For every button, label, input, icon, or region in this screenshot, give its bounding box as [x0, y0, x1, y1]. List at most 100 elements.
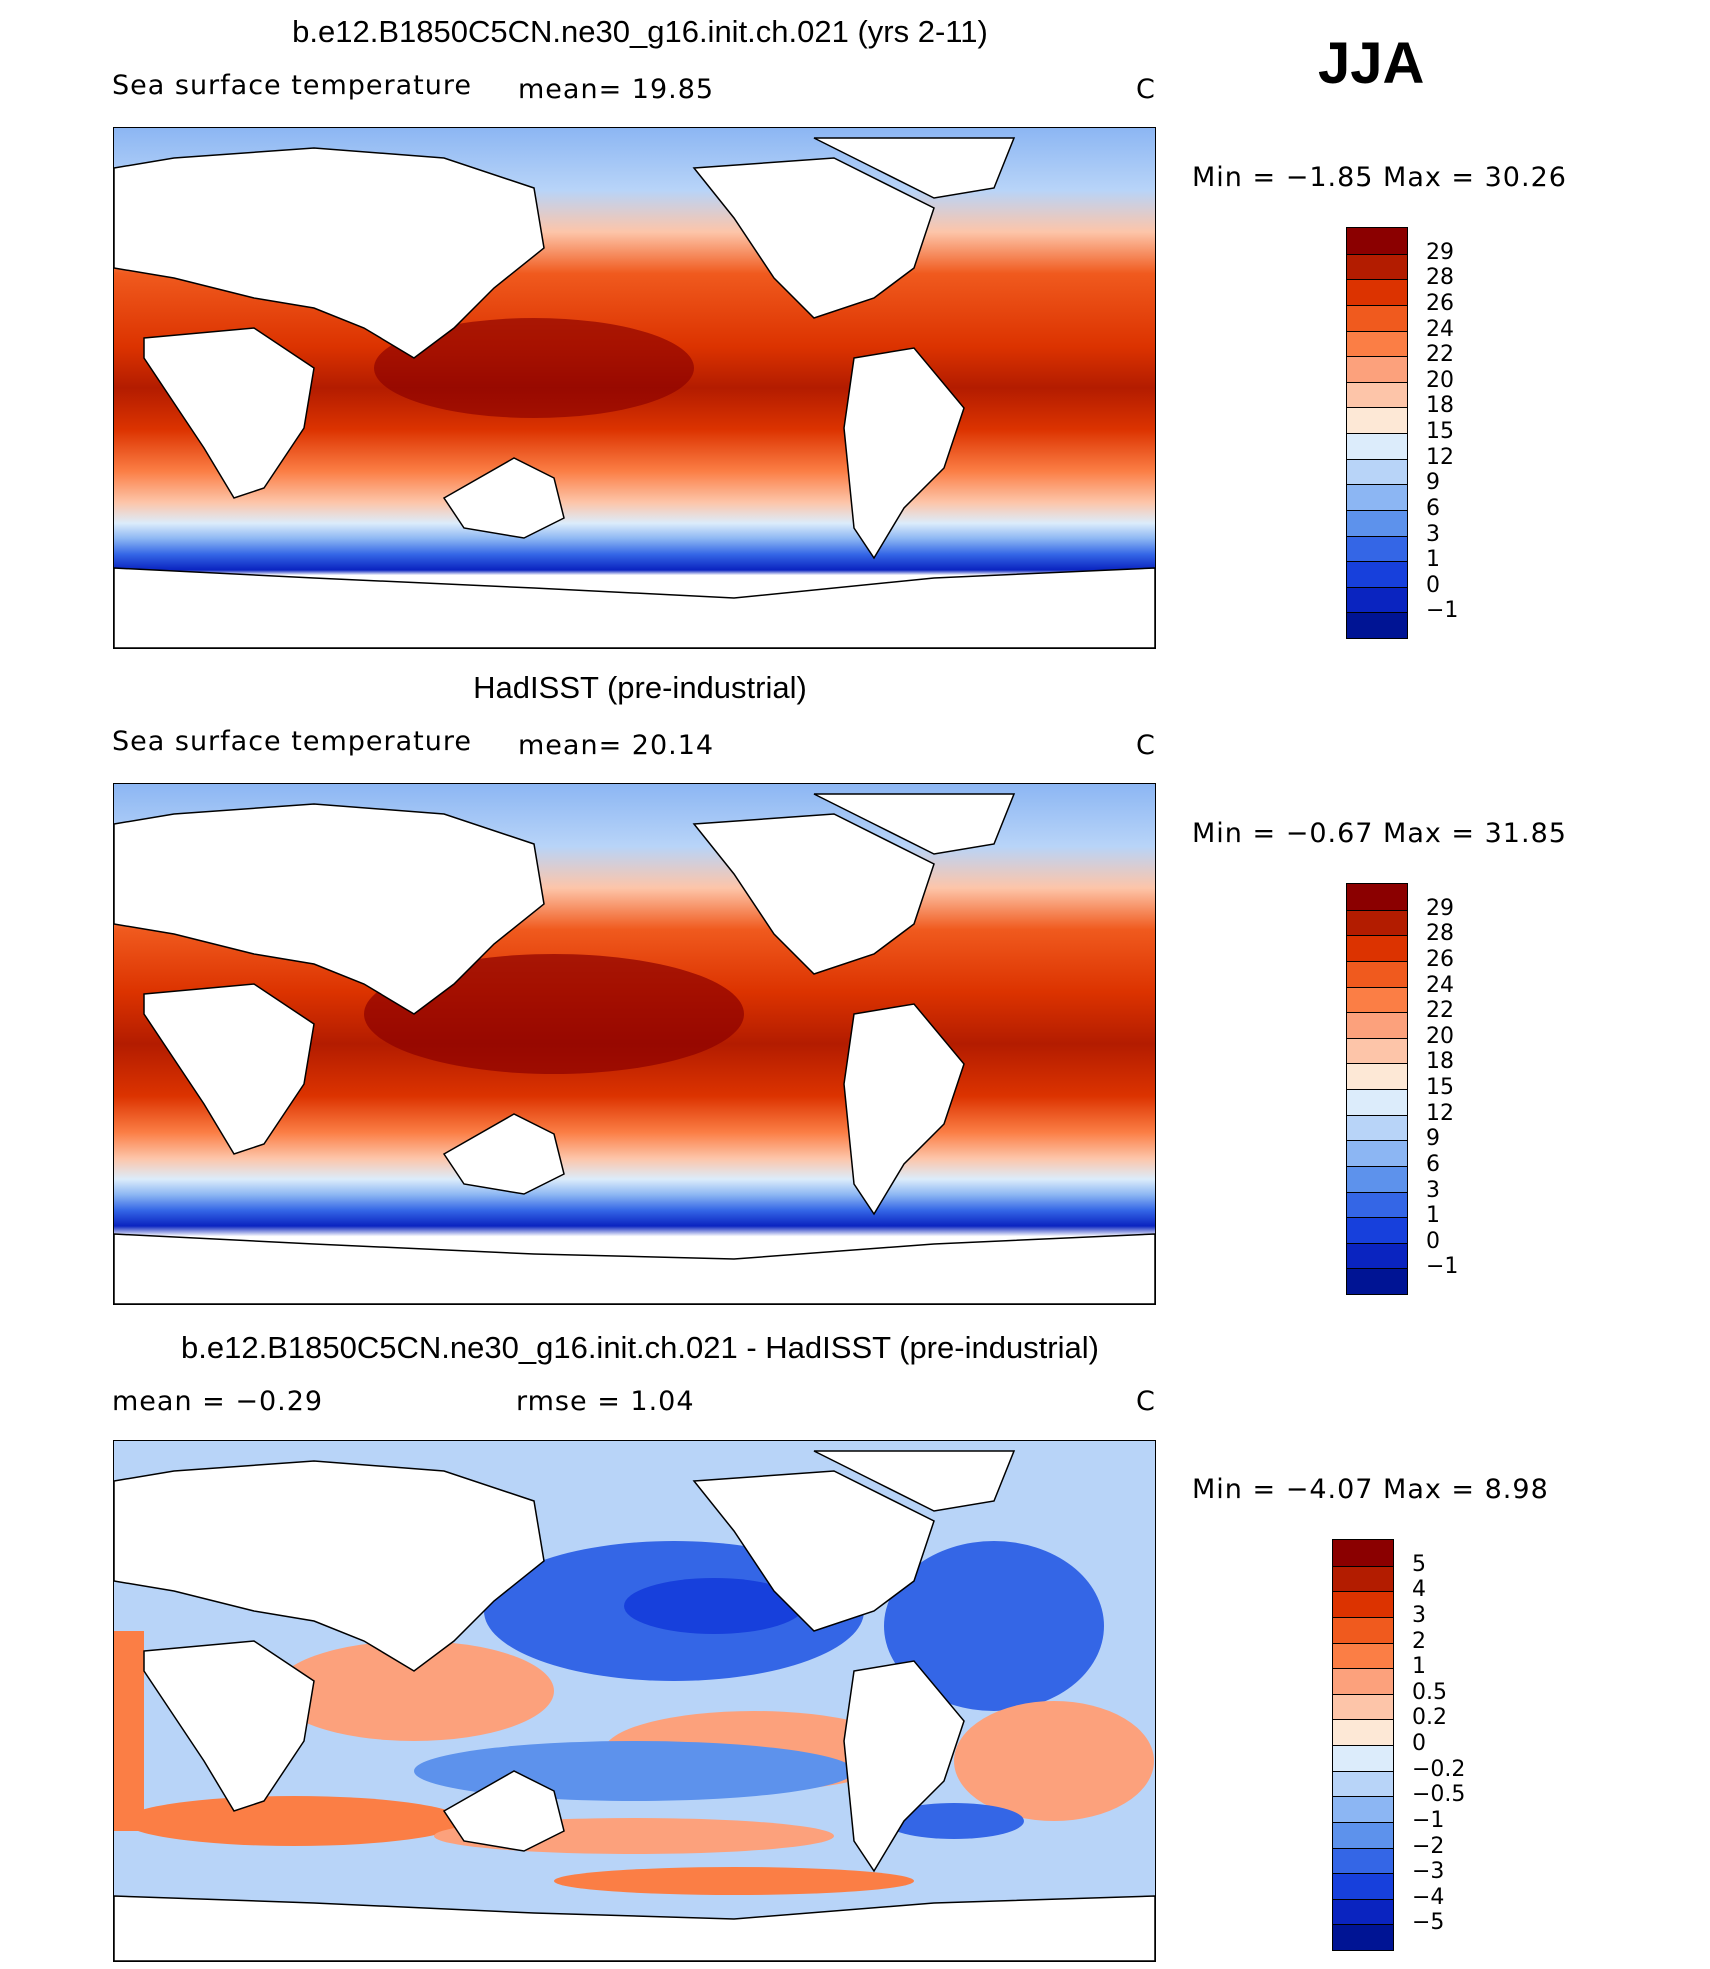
panel-2-mean-label: mean= 20.14 — [518, 730, 715, 761]
colorbar-segment — [1333, 1873, 1393, 1899]
panel-3-mean-label: mean = −0.29 — [112, 1386, 324, 1417]
panel-3-title: b.e12.B1850C5CN.ne30_g16.init.ch.021 - H… — [181, 1330, 1099, 1365]
colorbar-segment — [1333, 1898, 1393, 1925]
colorbar-tick-label: 22 — [1426, 342, 1454, 368]
colorbar-segment — [1333, 1745, 1393, 1771]
colorbar-segment — [1333, 1796, 1393, 1822]
colorbar-segment — [1347, 484, 1407, 510]
colorbar-tick-label: 20 — [1426, 367, 1454, 393]
panel-3-map — [113, 1440, 1156, 1962]
colorbar-tick-label: 29 — [1426, 239, 1454, 265]
colorbar-segment — [1347, 228, 1407, 254]
colorbar-segment — [1347, 1242, 1407, 1269]
colorbar-segment — [1333, 1719, 1393, 1745]
colorbar-tick-label: 28 — [1426, 921, 1454, 947]
colorbar-tick-label: 5 — [1412, 1551, 1426, 1577]
colorbar-tick-label: 0 — [1426, 1228, 1440, 1254]
colorbar-segment — [1333, 1821, 1393, 1848]
colorbar-segment — [1347, 433, 1407, 459]
colorbar-segment — [1333, 1770, 1393, 1797]
colorbar-segment — [1347, 1114, 1407, 1141]
colorbar-segment — [1333, 1668, 1393, 1694]
colorbar-segment — [1333, 1565, 1393, 1592]
colorbar-segment — [1333, 1693, 1393, 1720]
colorbar-segment — [1347, 1037, 1407, 1064]
colorbar-tick-label: 1 — [1426, 547, 1440, 573]
colorbar-tick-label: 20 — [1426, 1023, 1454, 1049]
colorbar-tick-label: 24 — [1426, 972, 1454, 998]
colorbar-segment — [1347, 1191, 1407, 1218]
colorbar-segment — [1347, 1089, 1407, 1115]
colorbar-segment — [1347, 509, 1407, 536]
colorbar-tick-label: 15 — [1426, 419, 1454, 444]
colorbar-segment — [1347, 586, 1407, 613]
colorbar-segment — [1347, 1217, 1407, 1243]
panel-3-difference-field — [114, 1441, 1155, 1961]
colorbar-tick-label: 0 — [1412, 1731, 1426, 1756]
colorbar-tick-label: 0 — [1426, 572, 1440, 598]
colorbar-tick-label: 26 — [1426, 290, 1454, 316]
panel-3-units: C — [1136, 1386, 1156, 1417]
colorbar-tick-label: 1 — [1412, 1654, 1426, 1680]
colorbar-segment — [1347, 407, 1407, 433]
colorbar-tick-label: 1 — [1426, 1203, 1440, 1229]
colorbar-tick-label: 12 — [1426, 444, 1454, 470]
panel-1-map — [113, 127, 1156, 649]
colorbar-tick-label: 22 — [1426, 998, 1454, 1024]
panel-3-minmax: Min = −4.07 Max = 8.98 — [1192, 1474, 1549, 1505]
colorbar-tick-label: −5 — [1412, 1910, 1445, 1936]
colorbar-segment — [1347, 330, 1407, 357]
colorbar-segment — [1333, 1642, 1393, 1669]
panel-2-title: HadISST (pre-industrial) — [473, 670, 807, 705]
panel-3-colorbar — [1332, 1539, 1394, 1951]
panel-2-sst-field — [114, 784, 1155, 1304]
colorbar-segment — [1347, 356, 1407, 382]
colorbar-tick-label: −0.5 — [1412, 1782, 1466, 1808]
colorbar-tick-label: 4 — [1412, 1577, 1426, 1603]
colorbar-segment — [1347, 1165, 1407, 1192]
colorbar-segment — [1333, 1540, 1393, 1566]
colorbar-segment — [1347, 253, 1407, 280]
colorbar-segment — [1347, 381, 1407, 408]
panel-2-units: C — [1136, 730, 1156, 761]
colorbar-segment — [1333, 1591, 1393, 1617]
colorbar-tick-label: 0.5 — [1412, 1679, 1447, 1705]
colorbar-tick-label: 28 — [1426, 265, 1454, 291]
colorbar-tick-label: 18 — [1426, 1049, 1454, 1075]
panel-2-map — [113, 783, 1156, 1305]
colorbar-tick-label: 12 — [1426, 1100, 1454, 1126]
colorbar-tick-label: 0.2 — [1412, 1705, 1447, 1731]
panel-1-sst-field — [114, 128, 1155, 648]
colorbar-tick-label: −1 — [1412, 1807, 1445, 1833]
panel-1-variable-label: Sea surface temperature — [112, 70, 472, 101]
colorbar-tick-label: 18 — [1426, 393, 1454, 419]
panel-1-colorbar — [1346, 227, 1408, 639]
colorbar-segment — [1347, 304, 1407, 331]
colorbar-tick-label: −2 — [1412, 1833, 1445, 1859]
colorbar-segment — [1347, 1140, 1407, 1166]
colorbar-segment — [1333, 1847, 1393, 1874]
colorbar-segment — [1347, 279, 1407, 305]
panel-1-minmax: Min = −1.85 Max = 30.26 — [1192, 162, 1567, 193]
colorbar-tick-label: −1 — [1426, 1254, 1459, 1280]
colorbar-tick-label: 6 — [1426, 495, 1440, 521]
colorbar-tick-label: 29 — [1426, 895, 1454, 921]
colorbar-segment — [1333, 1924, 1393, 1950]
panel-2-variable-label: Sea surface temperature — [112, 726, 472, 757]
colorbar-tick-label: 9 — [1426, 1126, 1440, 1152]
panel-2-minmax: Min = −0.67 Max = 31.85 — [1192, 818, 1567, 849]
panel-2-colorbar — [1346, 883, 1408, 1295]
season-label: JJA — [1318, 31, 1425, 96]
colorbar-segment — [1347, 884, 1407, 910]
colorbar-tick-label: −4 — [1412, 1884, 1445, 1910]
colorbar-tick-label: −1 — [1426, 598, 1459, 624]
colorbar-segment — [1347, 986, 1407, 1013]
panel-1-units: C — [1136, 74, 1156, 105]
colorbar-segment — [1347, 561, 1407, 587]
colorbar-tick-label: 9 — [1426, 470, 1440, 496]
colorbar-tick-label: 6 — [1426, 1151, 1440, 1177]
colorbar-tick-label: 3 — [1426, 1177, 1440, 1203]
colorbar-tick-label: 2 — [1412, 1628, 1426, 1654]
colorbar-tick-label: 3 — [1412, 1602, 1426, 1628]
colorbar-tick-label: 3 — [1426, 521, 1440, 547]
